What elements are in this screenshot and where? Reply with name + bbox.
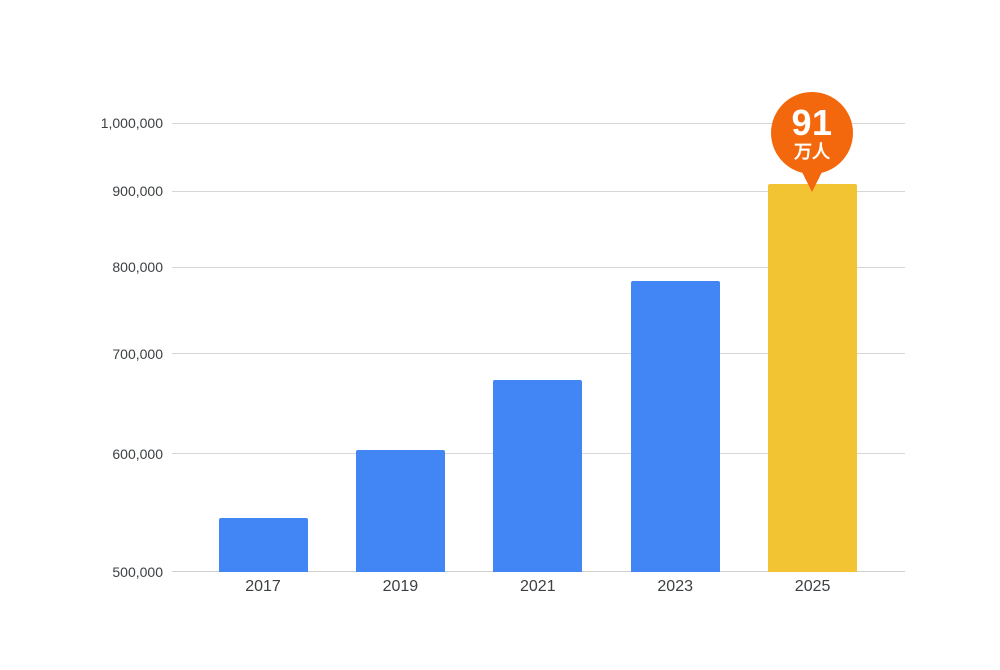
- bar-2021: [493, 380, 583, 572]
- gridline-900000: [172, 190, 905, 192]
- x-axis-label-2023: 2023: [657, 578, 693, 595]
- bar-2025: [768, 184, 858, 572]
- bar-2017: [218, 518, 308, 572]
- x-axis-label-2021: 2021: [520, 578, 556, 595]
- y-tick-label-900000: 900,000: [112, 183, 163, 200]
- y-tick-label-700000: 700,000: [112, 345, 163, 362]
- callout-tail: [799, 166, 825, 192]
- bar-2019: [355, 450, 445, 572]
- callout-bubble: 91 万人: [771, 92, 853, 192]
- bar-2023: [630, 281, 720, 572]
- callout-unit: 万人: [794, 141, 830, 162]
- gridline-1000000: [172, 122, 905, 124]
- x-axis-label-2017: 2017: [245, 578, 281, 595]
- y-tick-label-800000: 800,000: [112, 259, 163, 276]
- x-axis-label-2019: 2019: [382, 578, 419, 595]
- gridline-700000: [172, 353, 905, 355]
- y-tick-label-500000: 500,000: [112, 563, 163, 580]
- callout-circle: 91 万人: [771, 92, 853, 174]
- y-tick-label-1000000: 1,000,000: [100, 115, 163, 131]
- y-tick-label-600000: 600,000: [112, 445, 163, 462]
- gridline-800000: [172, 266, 905, 268]
- callout-value: 91: [791, 101, 833, 143]
- x-axis-label-2025: 2025: [794, 578, 831, 595]
